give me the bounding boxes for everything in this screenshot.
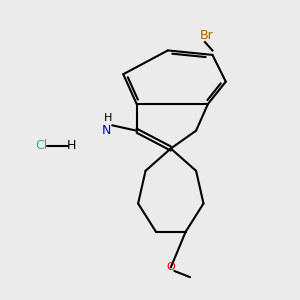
Text: O: O (167, 262, 175, 272)
Text: H: H (67, 139, 76, 152)
Text: H: H (104, 113, 112, 123)
Text: Br: Br (200, 29, 213, 42)
Text: Cl: Cl (35, 139, 48, 152)
Text: N: N (102, 124, 112, 137)
